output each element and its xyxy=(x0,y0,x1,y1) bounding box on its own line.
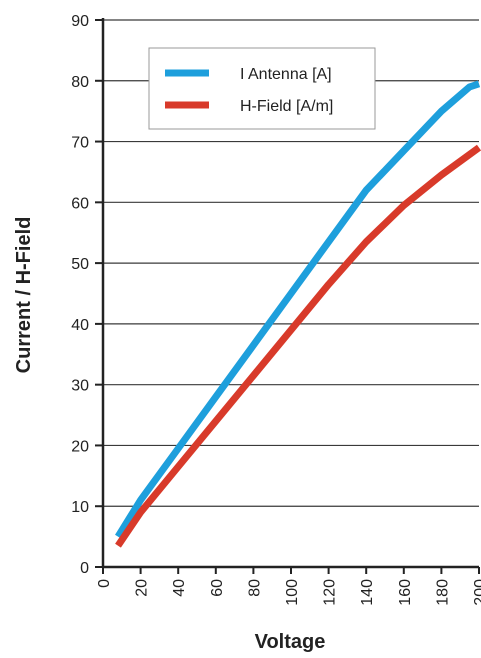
x-tick-label-160: 160 xyxy=(397,579,414,606)
x-tick-label-0: 0 xyxy=(96,579,113,588)
legend-label-h-field: H-Field [A/m] xyxy=(240,98,333,115)
x-tick-label-80: 80 xyxy=(246,579,263,597)
y-tick-label-40: 40 xyxy=(71,317,89,334)
y-axis-title: Current / H-Field xyxy=(13,217,35,374)
x-tick-label-100: 100 xyxy=(284,579,301,606)
y-tick-label-70: 70 xyxy=(71,135,89,152)
y-tick-label-0: 0 xyxy=(80,560,89,577)
x-tick-label-120: 120 xyxy=(322,579,339,606)
x-axis-title: Voltage xyxy=(255,631,326,653)
legend-box xyxy=(148,47,376,130)
y-tick-label-90: 90 xyxy=(71,13,89,30)
y-tick-label-10: 10 xyxy=(71,499,89,516)
y-tick-label-30: 30 xyxy=(71,378,89,395)
series-lines xyxy=(115,80,481,548)
x-tick-label-180: 180 xyxy=(434,579,451,606)
gridlines xyxy=(103,19,479,507)
x-tick-label-20: 20 xyxy=(134,579,151,597)
y-tick-label-80: 80 xyxy=(71,74,89,91)
axes: 0 10 20 30 40 50 60 70 80 90 0 20 40 60 80 100 120 140 160… xyxy=(71,13,481,606)
x-tick-label-40: 40 xyxy=(171,579,188,597)
legend-label-i-antenna: I Antenna [A] xyxy=(240,66,332,83)
x-tick-label-200: 200 xyxy=(472,579,481,606)
x-tick-label-140: 140 xyxy=(359,579,376,606)
series-line-0 xyxy=(115,80,481,539)
x-tick-label-60: 60 xyxy=(209,579,226,597)
y-tick-label-20: 20 xyxy=(71,438,89,455)
legend: I Antenna [A] H-Field [A/m] xyxy=(148,47,376,130)
y-tick-label-50: 50 xyxy=(71,256,89,273)
y-tick-label-60: 60 xyxy=(71,195,89,212)
series-line-1 xyxy=(115,144,481,548)
